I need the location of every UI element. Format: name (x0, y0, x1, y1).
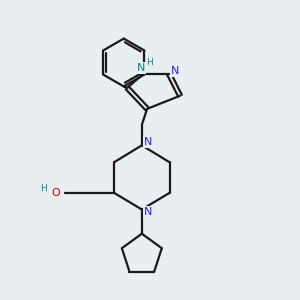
Text: O: O (52, 188, 61, 198)
Text: H: H (40, 184, 47, 193)
Text: N: N (137, 63, 145, 73)
Text: H: H (146, 58, 153, 67)
Text: N: N (171, 66, 180, 76)
Text: N: N (144, 207, 152, 217)
Text: N: N (144, 137, 152, 147)
